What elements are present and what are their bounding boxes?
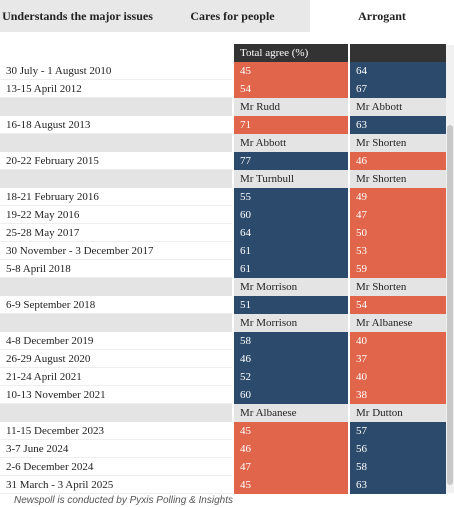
value-cell: 40 [350,332,446,350]
value-cell: 50 [350,224,446,242]
date: 2-6 December 2024 [0,458,232,476]
leader-row-label [0,404,232,422]
date: 19-22 May 2016 [0,206,232,224]
value-cell: 45 [234,62,348,80]
value-cell: 38 [350,386,446,404]
date: 5-8 April 2018 [0,260,232,278]
date: 31 March - 3 April 2025 [0,476,232,494]
value-cell: 67 [350,80,446,98]
date: 4-8 December 2019 [0,332,232,350]
value-cell: 54 [234,80,348,98]
tab[interactable]: Arrogant [310,0,454,32]
value-cell: 56 [350,440,446,458]
value-cell: 60 [234,206,348,224]
date: 13-15 April 2012 [0,80,232,98]
date: 20-22 February 2015 [0,152,232,170]
value-cell: 60 [234,386,348,404]
date: 30 November - 3 December 2017 [0,242,232,260]
value-cell: 49 [350,188,446,206]
value-cell: 59 [350,260,446,278]
value-cell: 46 [350,152,446,170]
value-cell: 46 [234,440,348,458]
leader-name: Mr Turnbull [234,170,348,188]
date: 10-13 November 2021 [0,386,232,404]
value-cell: 47 [350,206,446,224]
tab[interactable]: Cares for people [155,0,310,32]
date: 11-15 December 2023 [0,422,232,440]
leader-name: Mr Abbott [234,134,348,152]
value-cell: 53 [350,242,446,260]
value-cell: 45 [234,476,348,494]
leader-row-label [0,170,232,188]
value-cell: 58 [350,458,446,476]
value-cell: 64 [350,62,446,80]
header-cell: Total agree (%) [234,44,348,62]
value-cell: 37 [350,350,446,368]
date: 6-9 September 2018 [0,296,232,314]
leader-name: Mr Shorten [350,278,446,296]
value-cell: 61 [234,242,348,260]
value-cell: 71 [234,116,348,134]
date: 26-29 August 2020 [0,350,232,368]
date: 30 July - 1 August 2010 [0,62,232,80]
date: 25-28 May 2017 [0,224,232,242]
date: 18-21 February 2016 [0,188,232,206]
value-cell: 63 [350,116,446,134]
value-cell: 77 [234,152,348,170]
value-cell: 46 [234,350,348,368]
leader-row-label [0,278,232,296]
leader-row-label [0,314,232,332]
leader-name: Mr Morrison [234,314,348,332]
tab[interactable]: Understands the major issues [0,0,155,32]
value-cell: 58 [234,332,348,350]
leader-row-label [0,98,232,116]
value-cell: 45 [234,422,348,440]
header-cell [350,44,446,62]
leader-name: Mr Rudd [234,98,348,116]
leader-name: Mr Shorten [350,170,446,188]
scrollbar[interactable] [446,45,454,493]
date: 21-24 April 2021 [0,368,232,386]
value-cell: 40 [350,368,446,386]
leader-name: Mr Albanese [350,314,446,332]
date: 16-18 August 2013 [0,116,232,134]
value-cell: 64 [234,224,348,242]
value-cell: 54 [350,296,446,314]
leader-name: Mr Albanese [234,404,348,422]
leader-name: Mr Shorten [350,134,446,152]
leader-name: Mr Abbott [350,98,446,116]
date: 3-7 June 2024 [0,440,232,458]
value-cell: 55 [234,188,348,206]
footnote: Newspoll is conducted by Pyxis Polling &… [14,495,233,506]
leader-name: Mr Dutton [350,404,446,422]
value-cell: 63 [350,476,446,494]
value-cell: 47 [234,458,348,476]
value-cell: 51 [234,296,348,314]
value-cell: 61 [234,260,348,278]
value-cell: 57 [350,422,446,440]
value-cell: 52 [234,368,348,386]
scroll-thumb[interactable] [447,125,453,485]
leader-row-label [0,134,232,152]
leader-name: Mr Morrison [234,278,348,296]
